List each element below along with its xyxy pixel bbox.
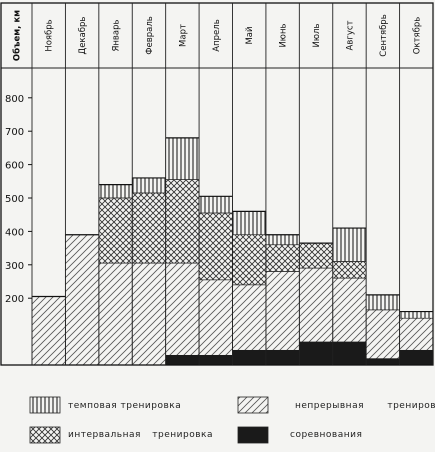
month-label-2: Январь bbox=[112, 19, 122, 51]
bar-competition-11 bbox=[399, 349, 433, 365]
bar-непрерывная-0 bbox=[31, 296, 66, 366]
bar-темповая-11 bbox=[399, 311, 434, 319]
bar-непрерывная-10 bbox=[365, 309, 400, 366]
bar-интервальная-4 bbox=[165, 179, 200, 264]
bar-интервальная-8 bbox=[299, 242, 334, 269]
bar-непрерывная-3 bbox=[131, 262, 166, 366]
legend-label-continuous: непрерывная тренировка bbox=[295, 401, 435, 411]
bar-competition-5 bbox=[199, 354, 233, 365]
month-label-9: Август bbox=[345, 20, 355, 50]
month-label-1: Декабрь bbox=[78, 17, 88, 55]
y-tick-label-400: 400 bbox=[5, 227, 24, 238]
legend-swatch-tempo bbox=[29, 396, 61, 414]
bar-темповая-10 bbox=[365, 294, 400, 311]
bar-непрерывная-4 bbox=[165, 262, 200, 366]
bar-темповая-6 bbox=[232, 211, 267, 236]
y-tick-label-500: 500 bbox=[5, 194, 24, 205]
bar-competition-6 bbox=[232, 349, 266, 365]
month-label-4: Март bbox=[178, 24, 188, 47]
y-tick-label-300: 300 bbox=[5, 261, 24, 272]
chart-frame bbox=[0, 2, 434, 366]
y-tick-label-600: 600 bbox=[5, 161, 24, 172]
bar-интервальная-9 bbox=[332, 261, 367, 279]
month-label-3: Февраль bbox=[145, 16, 155, 55]
bar-темповая-9 bbox=[332, 227, 367, 262]
month-headers: Ноябрь Декабрь Январь Февраль Март Апрель Май И… bbox=[45, 14, 423, 56]
legend-label-tempo: темповая тренировка bbox=[68, 401, 182, 411]
month-label-10: Сентябрь bbox=[379, 14, 389, 56]
bar-темповая-2 bbox=[98, 184, 133, 199]
y-tick-label-200: 200 bbox=[5, 294, 24, 305]
bars-layer bbox=[31, 137, 434, 366]
bar-competition-8 bbox=[299, 341, 333, 365]
legend-label-interval: интервальная тренировка bbox=[68, 430, 213, 440]
legend-swatch-competition bbox=[237, 426, 269, 444]
bar-competition-4 bbox=[165, 354, 200, 365]
bar-темповая-7 bbox=[265, 234, 300, 246]
bar-темповая-4 bbox=[165, 137, 200, 180]
month-label-0: Ноябрь bbox=[45, 19, 55, 51]
month-label-5: Апрель bbox=[212, 19, 222, 51]
bar-непрерывная-1 bbox=[65, 234, 100, 366]
bar-интервальная-6 bbox=[232, 234, 267, 286]
bar-непрерывная-5 bbox=[198, 279, 233, 366]
month-label-11: Октябрь bbox=[412, 17, 422, 55]
legend bbox=[29, 396, 269, 444]
bar-интервальная-7 bbox=[265, 244, 300, 272]
bar-темповая-3 bbox=[131, 177, 166, 194]
legend-swatch-continuous bbox=[237, 396, 269, 414]
y-axis-label: Объем, км bbox=[12, 10, 23, 61]
bar-интервальная-2 bbox=[98, 197, 133, 264]
month-label-7: Июнь bbox=[279, 23, 289, 47]
bar-competition-9 bbox=[332, 341, 367, 365]
y-tick-label-800: 800 bbox=[5, 94, 24, 105]
y-axis: Объем, км 800 700 600 500 400 300 200 bbox=[5, 10, 32, 305]
legend-label-competition: соревнования bbox=[290, 430, 363, 440]
bar-интервальная-5 bbox=[198, 212, 233, 281]
bar-competition-7 bbox=[265, 349, 300, 365]
bar-темповая-5 bbox=[198, 196, 233, 214]
bar-непрерывная-7 bbox=[265, 271, 300, 366]
bar-непрерывная-2 bbox=[98, 262, 133, 366]
bar-интервальная-3 bbox=[131, 192, 166, 264]
month-label-6: Май bbox=[245, 26, 255, 44]
month-label-8: Июль bbox=[312, 24, 322, 48]
bar-competition-10 bbox=[366, 358, 400, 365]
legend-swatch-interval bbox=[29, 426, 61, 444]
y-tick-label-700: 700 bbox=[5, 127, 24, 138]
